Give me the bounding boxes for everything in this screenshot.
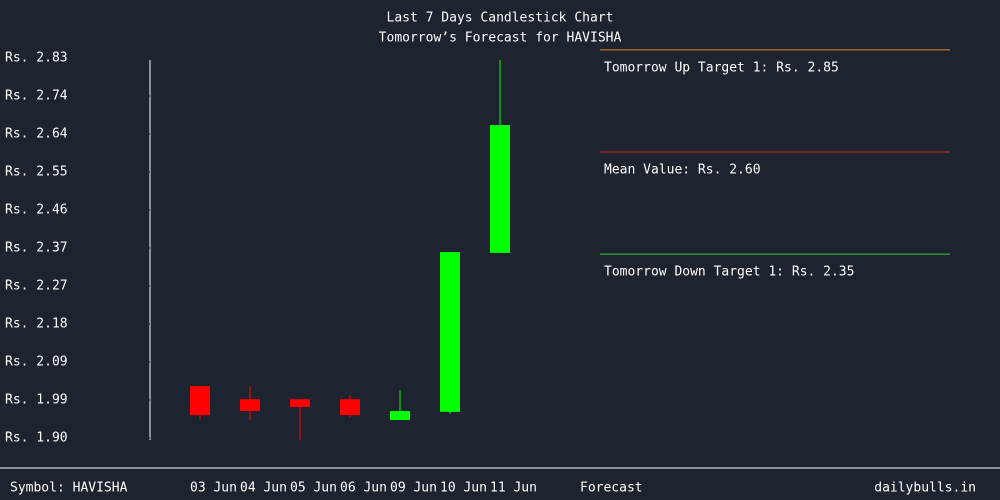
y-tick-label: Rs. 2.37 [5,241,68,256]
y-tick-label: Rs. 2.55 [5,165,68,180]
source-label: dailybulls.in [874,481,976,496]
y-tick-label: Rs. 2.74 [5,89,68,104]
x-tick-label: 03 Jun [190,481,237,496]
y-tick-label: Rs. 2.83 [5,51,68,66]
y-tick-label: Rs. 2.18 [5,317,68,332]
y-tick-label: Rs. 2.09 [5,355,68,370]
candle-body [390,411,410,421]
candle-body [290,399,310,407]
y-tick-label: Rs. 2.46 [5,203,68,218]
x-tick-label: 09 Jun [390,481,437,496]
candle-body [440,252,460,412]
forecast-label: Forecast [580,481,643,496]
y-tick-label: Rs. 1.90 [5,431,68,446]
forecast-text: Tomorrow Down Target 1: Rs. 2.35 [604,265,854,280]
forecast-text: Tomorrow Up Target 1: Rs. 2.85 [604,60,839,75]
x-tick-label: 05 Jun [290,481,337,496]
symbol-label: Symbol: HAVISHA [10,481,128,496]
x-tick-label: 04 Jun [240,481,287,496]
y-tick-label: Rs. 2.64 [5,127,68,142]
chart-title: Last 7 Days Candlestick Chart [387,11,614,26]
chart-subtitle: Tomorrow’s Forecast for HAVISHA [379,31,622,46]
y-tick-label: Rs. 1.99 [5,393,68,408]
forecast-text: Mean Value: Rs. 2.60 [604,162,761,177]
candle-body [240,399,260,412]
x-tick-label: 11 Jun [490,481,537,496]
x-tick-label: 10 Jun [440,481,487,496]
candle-body [490,125,510,253]
candle-body [190,386,210,416]
candle-body [340,399,360,416]
x-tick-label: 06 Jun [340,481,387,496]
y-tick-label: Rs. 2.27 [5,279,68,294]
